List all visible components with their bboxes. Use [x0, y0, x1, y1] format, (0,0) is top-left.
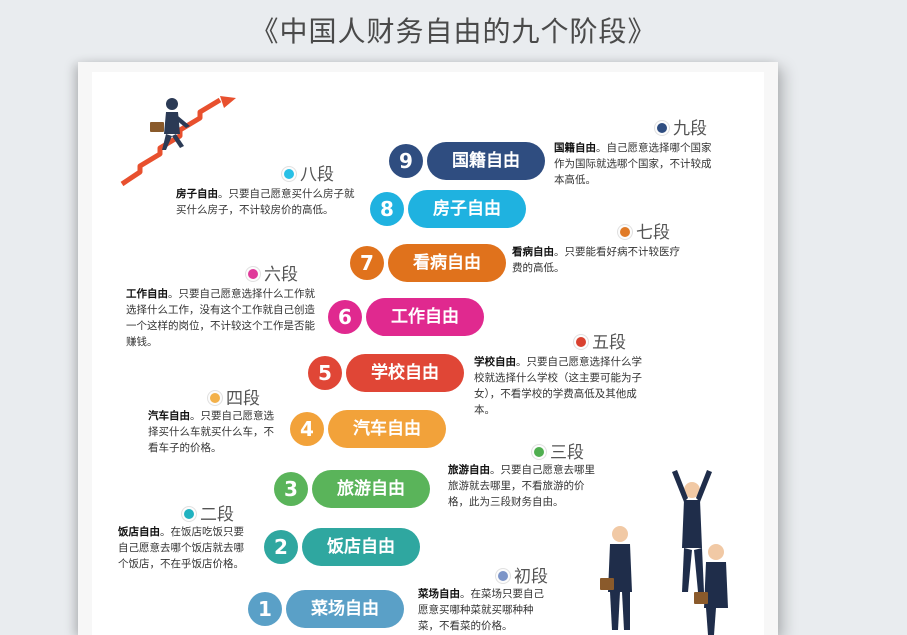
stage-pill: 汽车自由: [328, 410, 446, 448]
stage-5-level: 五段: [576, 328, 626, 353]
stage-pill: 菜场自由: [286, 590, 404, 628]
stage-1-desc: 菜场自由。在菜场只要自己愿意买哪种菜就买哪种种菜，不看菜的价格。: [418, 588, 544, 632]
stage-pill: 旅游自由: [312, 470, 430, 508]
stage-pill: 工作自由: [366, 298, 484, 336]
stage-number: 5: [308, 356, 342, 390]
level-dot-icon: [498, 571, 508, 581]
stage-7-level: 七段: [620, 218, 670, 243]
level-dot-icon: [284, 169, 294, 179]
stage-pill: 看病自由: [388, 244, 506, 282]
level-dot-icon: [184, 509, 194, 519]
stage-3-desc: 旅游自由。只要自己愿意去哪里旅游就去哪里，不看旅游的价格，此为三段财务自由。: [448, 464, 595, 508]
stage-5-desc: 学校自由。只要自己愿意选择什么学校就选择什么学校（这主要可能为子女），不看学校的…: [474, 356, 642, 416]
stage-7-desc: 看病自由。只要能看好病不计较医疗费的高低。: [512, 246, 680, 274]
stage-9-desc: 国籍自由。自己愿意选择哪个国家作为国际就选哪个国家，不计较成本高低。: [554, 142, 712, 186]
stage-number: 8: [370, 192, 404, 226]
stage-2-level: 二段: [184, 500, 234, 525]
stage-3-level: 三段: [534, 438, 584, 463]
stage-pill: 国籍自由: [427, 142, 545, 180]
stage-6-desc: 工作自由。只要自己愿意选择什么工作就选择什么工作，没有这个工作就自己创造一个这样…: [126, 288, 315, 348]
page-title: 《中国人财务自由的九个阶段》: [250, 15, 657, 48]
stage-8-level: 八段: [284, 160, 334, 185]
stage-4-level: 四段: [210, 384, 260, 409]
business-team-icon: [600, 470, 728, 635]
stage-4-desc: 汽车自由。只要自己愿意选择买什么车就买什么车，不看车子的价格。: [148, 410, 274, 454]
stage-pill: 房子自由: [408, 190, 526, 228]
stage-9-level: 九段: [657, 114, 707, 139]
stage-number: 6: [328, 300, 362, 334]
level-dot-icon: [620, 227, 630, 237]
stage-number: 9: [389, 144, 423, 178]
level-dot-icon: [534, 447, 544, 457]
stage-pill: 学校自由: [346, 354, 464, 392]
level-dot-icon: [248, 269, 258, 279]
infographic-panel: 9 国籍自由 九段 国籍自由。自己愿意选择哪个国家作为国际就选哪个国家，不计较成…: [92, 72, 764, 635]
stage-6-level: 六段: [248, 260, 298, 285]
stage-number: 4: [290, 412, 324, 446]
level-dot-icon: [210, 393, 220, 403]
stage-number: 1: [248, 592, 282, 626]
level-dot-icon: [576, 337, 586, 347]
stage-number: 2: [264, 530, 298, 564]
stage-1-level: 初段: [498, 562, 548, 587]
stage-number: 3: [274, 472, 308, 506]
climbing-businessman-icon: [120, 96, 236, 187]
stage-2-desc: 饭店自由。在饭店吃饭只要自己愿意去哪个饭店就去哪个饭店，不在乎饭店价格。: [118, 526, 244, 570]
stage-8-desc: 房子自由。只要自己愿意买什么房子就买什么房子，不计较房价的高低。: [176, 188, 355, 216]
level-dot-icon: [657, 123, 667, 133]
stage-pill: 饭店自由: [302, 528, 420, 566]
stage-number: 7: [350, 246, 384, 280]
infographic-card: 9 国籍自由 九段 国籍自由。自己愿意选择哪个国家作为国际就选哪个国家，不计较成…: [78, 62, 778, 635]
